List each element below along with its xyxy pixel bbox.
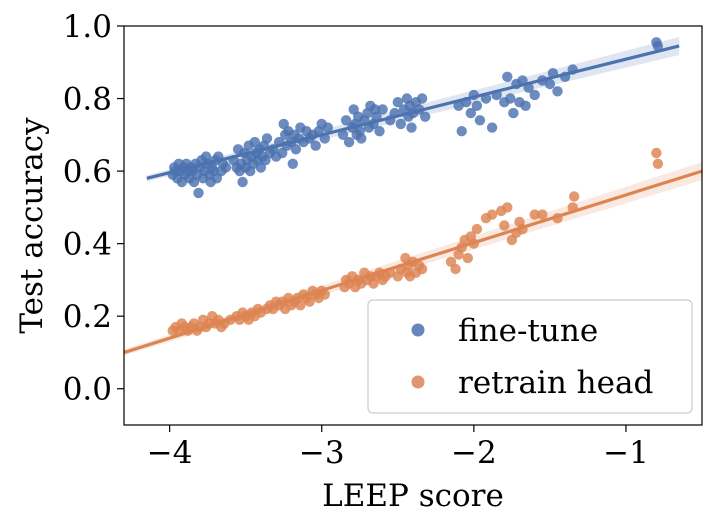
data-point-s0-119: [474, 115, 486, 126]
legend-label-fine-tune: fine-tune: [458, 313, 598, 349]
y-tick-label-4: 0.8: [63, 82, 112, 118]
legend: fine-tune retrain head: [367, 299, 693, 414]
y-tick-label-3: 0.6: [63, 154, 112, 190]
data-point-s1-75: [450, 263, 461, 275]
data-point-s0-112: [420, 111, 431, 122]
data-point-s0-140: [652, 40, 664, 52]
x-axis-ticks: −4 −3 −2 −1: [147, 425, 649, 471]
data-point-s0-97: [374, 126, 385, 137]
data-point-s1-96: [569, 191, 580, 202]
data-point-s1-87: [502, 202, 513, 213]
regression-lines: [123, 44, 703, 354]
data-point-s1-39: [295, 300, 306, 311]
x-tick-label-2: −2: [451, 435, 497, 471]
data-point-s0-82: [343, 136, 355, 148]
data-point-s0-124: [502, 71, 513, 83]
legend-label-retrain-head: retrain head: [458, 365, 653, 401]
data-point-s0-107: [406, 122, 417, 133]
data-point-s0-111: [416, 93, 428, 104]
regression-line-1: [123, 169, 703, 354]
data-point-s1-84: [486, 209, 498, 220]
legend-marker-retrain-head: [411, 375, 425, 389]
data-point-s1-97: [651, 147, 662, 159]
data-point-s0-114: [456, 126, 467, 137]
data-point-s0-68: [290, 144, 302, 155]
data-point-s0-17: [193, 187, 204, 199]
data-point-s0-33: [220, 162, 232, 173]
data-point-s1-82: [471, 223, 483, 235]
data-point-s1-73: [416, 263, 428, 275]
data-point-s0-101: [392, 97, 403, 108]
plot-frame: [123, 25, 703, 426]
x-tick-label-1: −3: [299, 435, 345, 471]
data-points: [167, 37, 664, 336]
data-point-s0-134: [544, 78, 556, 90]
data-point-s0-126: [508, 107, 519, 119]
data-point-s0-130: [520, 100, 531, 112]
data-point-s0-121: [486, 122, 498, 133]
y-axis-ticks: 0.0 0.2 0.4 0.6 0.8 1.0: [63, 9, 124, 408]
x-tick-label-3: −1: [603, 435, 649, 471]
data-point-s0-81: [340, 115, 352, 126]
data-point-s0-79: [322, 122, 333, 133]
data-point-s1-86: [499, 220, 510, 231]
data-point-s0-75: [310, 140, 321, 151]
data-point-s0-66: [287, 158, 298, 169]
data-point-s0-116: [465, 107, 476, 119]
data-point-s0-89: [356, 133, 367, 144]
data-point-s0-102: [395, 118, 406, 130]
x-axis-label: LEEP score: [322, 478, 504, 514]
y-tick-label-0: 0.0: [63, 372, 112, 408]
data-point-s1-42: [304, 296, 315, 307]
data-point-s0-39: [237, 176, 248, 188]
data-point-s0-118: [471, 100, 483, 112]
legend-marker-fine-tune: [411, 323, 425, 337]
data-point-s0-98: [377, 104, 388, 115]
data-point-s0-55: [261, 133, 273, 144]
data-point-s0-125: [505, 93, 516, 104]
data-point-s1-93: [537, 209, 548, 220]
data-point-s0-136: [552, 86, 563, 97]
data-point-s0-132: [529, 89, 540, 101]
data-point-s1-92: [529, 209, 540, 220]
y-tick-label-2: 0.4: [63, 227, 112, 263]
data-point-s1-79: [462, 252, 473, 264]
legend-box: [367, 299, 693, 414]
x-tick-label-0: −4: [147, 435, 193, 471]
y-tick-label-1: 0.2: [63, 299, 112, 335]
data-point-s1-98: [652, 158, 664, 169]
regression-line-0: [146, 44, 680, 180]
y-axis-label: Test accuracy: [14, 117, 50, 334]
data-point-s0-80: [337, 129, 349, 140]
y-tick-label-5: 1.0: [63, 9, 112, 45]
